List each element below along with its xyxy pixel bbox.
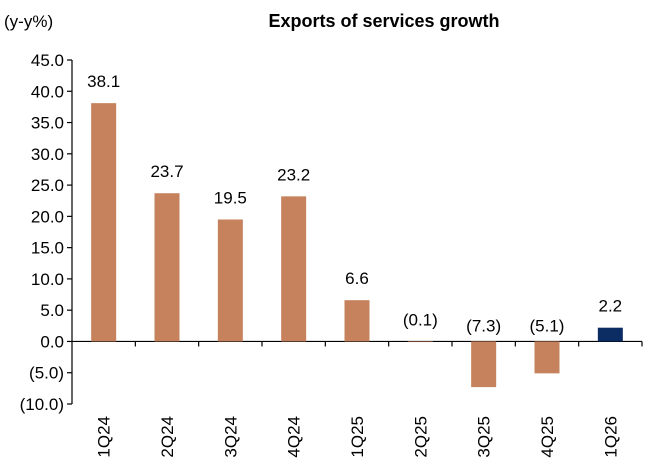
x-tick-label: 4Q24 (285, 416, 304, 458)
bar-1q25 (344, 300, 370, 342)
y-tick-label: 25.0 (31, 176, 64, 195)
bar-2q24 (154, 193, 180, 342)
bar-2q25 (407, 341, 433, 343)
x-tick-label: 2Q25 (411, 416, 430, 458)
data-label: 23.2 (277, 165, 310, 184)
x-tick-label: 3Q24 (221, 416, 240, 458)
y-tick-label: 40.0 (31, 82, 64, 101)
plot-area: 45.0 40.0 35.0 30.0 25.0 20.0 15.0 10.0 5.0 0.0 (5… (20, 51, 643, 458)
data-label: 6.6 (345, 269, 369, 288)
data-label: 23.7 (150, 162, 183, 181)
y-tick-label: 15.0 (31, 239, 64, 258)
data-label: 38.1 (87, 72, 120, 91)
bar-3q24 (217, 219, 243, 342)
x-tick-label: 2Q24 (158, 416, 177, 458)
y-tick-label: 45.0 (31, 51, 64, 70)
y-tick-label: 35.0 (31, 114, 64, 133)
bar-1q24 (91, 103, 117, 342)
x-tick-label: 1Q26 (601, 416, 620, 458)
data-label: 19.5 (214, 188, 247, 207)
data-label: (0.1) (403, 310, 438, 329)
x-tick-label: 1Q24 (95, 416, 114, 458)
bar-4q24 (281, 196, 307, 342)
bar-4q25 (534, 341, 560, 374)
data-label: (7.3) (466, 316, 501, 335)
x-tick-label: 4Q25 (538, 416, 557, 458)
y-tick-label: 5.0 (40, 301, 64, 320)
x-tick-label: 3Q25 (475, 416, 494, 458)
y-tick-label: 0.0 (40, 332, 64, 351)
y-axis-unit-label: (y-y%) (4, 12, 53, 31)
y-tick-label: 20.0 (31, 207, 64, 226)
x-tick-label: 1Q25 (348, 416, 367, 458)
chart-title: Exports of services growth (268, 11, 499, 31)
bar-1q26 (597, 327, 623, 342)
y-tick-label: (5.0) (29, 364, 64, 383)
y-tick-label: 30.0 (31, 145, 64, 164)
y-tick-label: (10.0) (20, 395, 64, 414)
bar-3q25 (471, 341, 497, 388)
data-label: (5.1) (530, 316, 565, 335)
data-label: 2.2 (599, 297, 623, 316)
y-tick-label: 10.0 (31, 270, 64, 289)
